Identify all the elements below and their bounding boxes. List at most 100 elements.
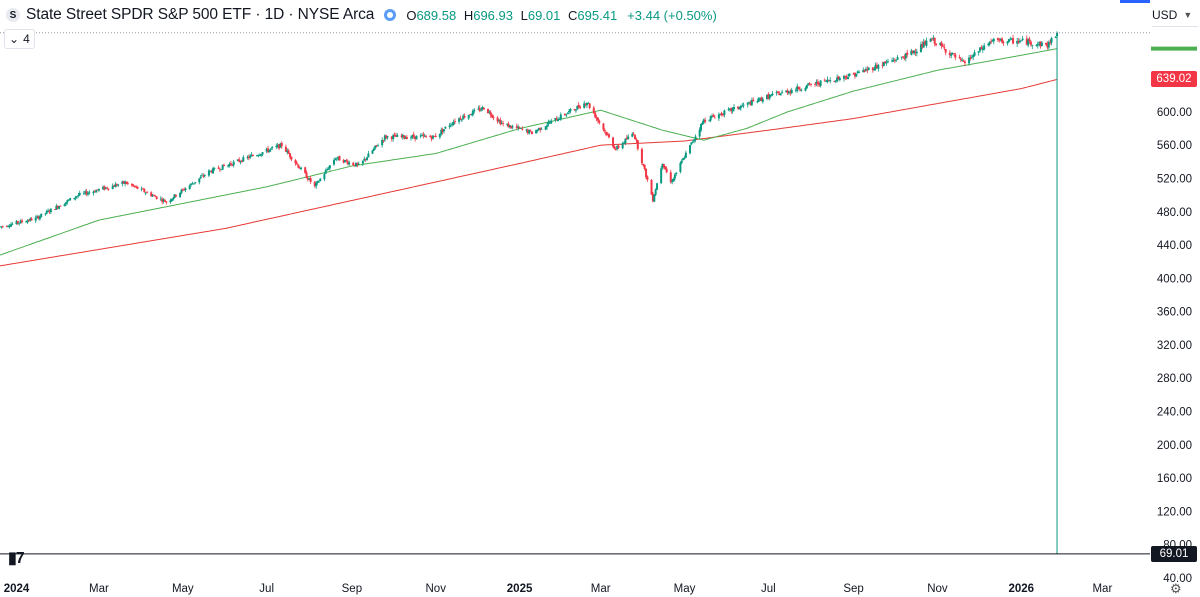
candle-body: [941, 45, 944, 47]
candle-body: [708, 120, 711, 122]
sma-fast-line: [0, 48, 1058, 256]
candle-body: [613, 146, 616, 149]
candle-body: [161, 199, 164, 202]
candle-body: [1028, 39, 1031, 42]
candle-body: [646, 176, 649, 180]
candle-body: [903, 57, 906, 59]
candle-body: [856, 71, 859, 74]
candle-body: [460, 119, 463, 121]
candle-body: [1016, 40, 1019, 44]
candle-body: [924, 41, 927, 45]
candle-body: [172, 197, 175, 200]
candle-body: [738, 107, 741, 110]
gear-icon[interactable]: ⚙: [1170, 581, 1182, 596]
currency-selector[interactable]: USD ▼: [1152, 4, 1198, 27]
candle-body: [1036, 43, 1039, 46]
candle-body: [981, 48, 984, 51]
price-tick-label: 240.00: [1157, 407, 1192, 419]
candle-body: [537, 128, 540, 130]
candle-body: [480, 109, 483, 111]
candle-body: [654, 189, 657, 195]
price-tick-label: 440.00: [1157, 240, 1192, 252]
candle-body: [771, 93, 774, 96]
candle-body: [1027, 39, 1030, 46]
candle-body: [242, 157, 245, 162]
candle-body: [179, 192, 182, 198]
candle-body: [392, 135, 395, 140]
candle-body: [289, 153, 292, 158]
candle-body: [823, 79, 826, 81]
candle-body: [220, 169, 223, 171]
candle-body: [15, 221, 18, 225]
candle-body: [563, 114, 566, 116]
candle-body: [401, 134, 404, 138]
candle-body: [518, 127, 521, 129]
symbol-logo-icon[interactable]: S: [6, 8, 20, 22]
candle-body: [1017, 40, 1020, 43]
date-tick-label: 2024: [4, 583, 30, 595]
candle-body: [184, 188, 187, 191]
candle-body: [713, 117, 716, 119]
time-axis[interactable]: 2024 Mar May Jul Sep Nov 2025 Mar May Jul Sep Nov 20…: [4, 583, 1113, 595]
candle-body: [623, 142, 626, 144]
candle-body: [940, 42, 943, 47]
candle-body: [276, 145, 279, 147]
candle-body: [414, 136, 417, 139]
candle-body: [275, 146, 278, 147]
candle-body: [992, 38, 995, 42]
candle-body: [536, 129, 539, 131]
candle-body: [297, 164, 300, 168]
candle-body: [558, 118, 561, 120]
indicators-toggle[interactable]: ⌄ 4: [4, 29, 35, 49]
candle-body: [271, 147, 274, 149]
candle-body: [126, 183, 129, 185]
candle-body: [403, 135, 406, 139]
candle-body: [577, 104, 580, 108]
price-axis[interactable]: 600.00 560.00 520.00 480.00 440.00 400.00 360.…: [1157, 107, 1192, 585]
candle-body: [814, 84, 817, 85]
candle-body: [1025, 38, 1028, 45]
candle-body: [218, 169, 221, 171]
candle-body: [664, 166, 667, 170]
candle-body: [207, 170, 210, 176]
candle-body: [328, 165, 331, 169]
candle-body: [151, 195, 154, 197]
candle-body: [722, 114, 725, 116]
candle-body: [140, 188, 143, 190]
candle-body: [635, 139, 638, 141]
candle-body: [885, 62, 888, 64]
tradingview-logo-icon[interactable]: ▮7: [8, 550, 25, 567]
symbol-title[interactable]: State Street SPDR S&P 500 ETF · 1D · NYS…: [26, 6, 375, 23]
candle-body: [606, 134, 609, 136]
candle-body: [853, 72, 856, 77]
candle-body: [837, 76, 840, 80]
price-tick-label: 160.00: [1157, 473, 1192, 485]
candle-body: [1006, 41, 1009, 44]
candle-body: [190, 183, 193, 185]
candle-body: [97, 188, 100, 191]
candle-body: [405, 136, 408, 139]
candle-body: [383, 135, 386, 140]
candle-body: [203, 175, 206, 176]
candle-body: [893, 59, 896, 61]
market-status-icon[interactable]: [384, 9, 397, 21]
ohlc-open-key: O: [406, 7, 417, 23]
candle-body: [786, 90, 789, 94]
candle-body: [49, 208, 52, 213]
low-price-tag: 69.01: [1151, 545, 1197, 562]
candle-body: [40, 213, 43, 217]
candle-body: [980, 47, 983, 50]
candle-body: [612, 137, 615, 147]
candle-body: [529, 130, 532, 132]
date-tick-label: Mar: [1092, 583, 1112, 595]
candle-body: [452, 121, 455, 125]
candle-body: [430, 137, 433, 140]
candle-body: [877, 64, 880, 69]
candle-body: [576, 105, 579, 110]
candle-body: [951, 53, 954, 54]
candle-body: [58, 206, 61, 209]
candle-body: [594, 112, 597, 118]
candle-body: [294, 160, 297, 164]
candle-body: [884, 61, 887, 63]
